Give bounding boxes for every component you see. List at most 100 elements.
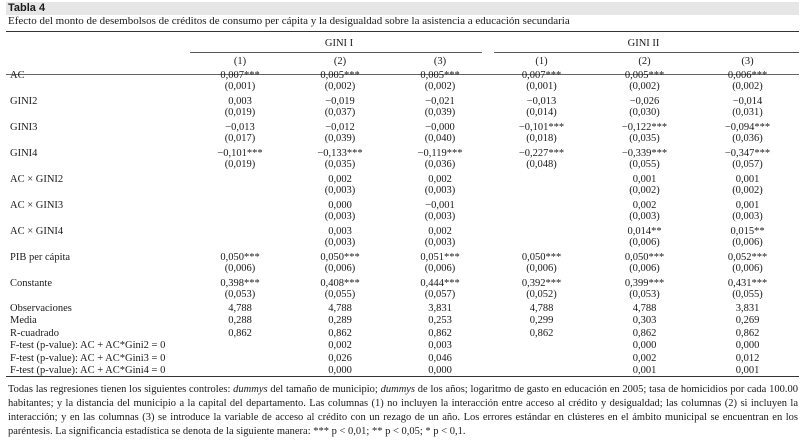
table-cell: 0,862 — [735, 327, 760, 339]
row-label: F-test (p-value): AC + AC*Gini4 = 0 — [10, 365, 166, 376]
table-label: Tabla 4 — [8, 2, 46, 14]
row-label — [6, 81, 190, 94]
table-cell — [190, 224, 290, 238]
title-bar — [6, 2, 799, 15]
table-cell: (0,057) — [732, 159, 763, 170]
table-row-se: (0,001) (0,002) (0,002) (0,001) (0,002) (0,00… — [6, 81, 799, 94]
table-cell: −0,101*** — [518, 121, 565, 133]
table-cell: 0,007*** — [521, 69, 562, 81]
table-cell: (2) — [638, 56, 651, 67]
table-cell: −0,094*** — [724, 121, 771, 133]
table-cell: 0,408*** — [320, 277, 360, 289]
table-row: AC × GINI3 0,000 −0,001 0,002 0,001 — [6, 198, 799, 212]
table-cell: 0,002 — [328, 340, 352, 351]
table-cell: (0,003) — [424, 237, 456, 248]
table-cell: (3) — [741, 56, 754, 67]
table-cell: (0,006) — [732, 263, 763, 274]
table-cell: (0,006) — [424, 263, 456, 274]
table-cell: 0,862 — [328, 327, 352, 339]
table-cell: 0,014** — [627, 225, 662, 237]
table-cell: 0,052*** — [727, 251, 768, 263]
row-label: Constante — [10, 277, 52, 289]
table-cell — [490, 339, 593, 352]
table-cell: (0,003) — [324, 211, 356, 222]
table-cell: (0,019) — [224, 107, 256, 118]
row-label: F-test (p-value): AC + AC*Gini3 = 0 — [10, 352, 166, 364]
table-cell: 0,002 — [428, 225, 452, 237]
table-cell: (0,006) — [224, 263, 256, 274]
table-cell: (0,002) — [732, 185, 763, 196]
stats-row: Observaciones 4,788 4,788 3,831 4,788 4,788 3,… — [6, 302, 799, 315]
table-cell: −0,014 — [732, 95, 763, 107]
table-cell — [490, 211, 593, 224]
table-cell: −0,026 — [629, 95, 660, 107]
table-cell: (0,002) — [629, 81, 660, 92]
table-notes: Todas las regresiones tienen los siguien… — [8, 383, 798, 439]
table-cell: 0,050*** — [320, 251, 360, 263]
table-cell — [490, 364, 593, 377]
table-cell: (0,002) — [732, 81, 763, 92]
table-cell: (0,003) — [324, 185, 356, 196]
table-cell: 3,831 — [735, 302, 760, 314]
table-row: GINI3 −0,013 −0,012 −0,000 −0,101*** −0,122**… — [6, 120, 799, 134]
table-cell: 0,288 — [228, 315, 252, 326]
row-label: PIB per cápita — [10, 251, 71, 263]
row-label: GINI2 — [10, 95, 38, 107]
table-cell: 0,001 — [735, 173, 760, 185]
table-cell: (0,001) — [526, 81, 557, 92]
table-cell: 0,862 — [632, 327, 657, 339]
table-cell: 0,303 — [632, 315, 657, 326]
table-cell: (0,039) — [324, 133, 356, 144]
table-cell: (0,030) — [629, 107, 660, 118]
table-cell: (0,036) — [424, 159, 456, 170]
table-cell: (0,035) — [324, 159, 356, 170]
table-cell — [490, 237, 593, 250]
table-cell: 0,001 — [632, 173, 657, 185]
row-label: AC × GINI2 — [10, 173, 64, 185]
row-label: GINI3 — [10, 121, 38, 133]
table-cell: (0,018) — [526, 133, 557, 144]
table-cell: (0,035) — [629, 133, 660, 144]
table-cell — [190, 172, 290, 186]
table-cell: −0,000 — [425, 121, 455, 133]
table-cell: (0,055) — [629, 159, 660, 170]
table-cell: −0,133*** — [317, 147, 363, 159]
table-cell: (0,053) — [224, 289, 256, 300]
table-cell — [490, 352, 593, 365]
header-rule — [6, 74, 799, 75]
table-row-se: (0,003) (0,003) (0,003) (0,003) — [6, 211, 799, 224]
table-cell: (0,036) — [732, 133, 763, 144]
row-label: AC × GINI3 — [10, 199, 64, 211]
row-label — [6, 211, 190, 224]
row-label: AC — [10, 69, 25, 81]
table-cell: (0,003) — [324, 237, 356, 248]
table-cell: (3) — [433, 56, 447, 67]
table-row-se: (0,053) (0,055) (0,057) (0,052) (0,053) (0,05… — [6, 289, 799, 302]
top-rule — [6, 31, 799, 32]
table-cell: 4,788 — [632, 302, 657, 314]
table-row: Constante 0,398*** 0,408*** 0,444*** 0,392**… — [6, 276, 799, 290]
notes-italic-2: dummys — [380, 384, 416, 395]
table-cell: (0,003) — [424, 185, 456, 196]
row-label: Media — [10, 315, 37, 326]
table-cell: 0,050*** — [624, 251, 665, 263]
table-cell: 0,299 — [529, 315, 554, 326]
table-cell: (0,003) — [629, 211, 660, 222]
row-label — [6, 55, 190, 68]
table-cell: (0,055) — [732, 289, 763, 300]
table-cell: (0,003) — [424, 211, 456, 222]
table-cell: (0,006) — [732, 237, 763, 248]
table-cell — [190, 198, 290, 212]
table-cell: (0,017) — [224, 133, 256, 144]
table-cell: 0,000 — [735, 340, 760, 351]
row-label: F-test (p-value): AC + AC*Gini2 = 0 — [10, 340, 166, 351]
table-cell: 3,831 — [428, 302, 452, 314]
table-cell: 0,007*** — [220, 69, 260, 81]
table-cell: (0,040) — [424, 133, 456, 144]
row-label: Observaciones — [10, 302, 72, 314]
table-cell — [190, 364, 290, 377]
table-row: GINI4 −0,101*** −0,133*** −0,119*** −0,227**… — [6, 146, 799, 160]
table-cell: 0,000 — [428, 365, 452, 376]
table-cell: 0,862 — [228, 327, 252, 339]
